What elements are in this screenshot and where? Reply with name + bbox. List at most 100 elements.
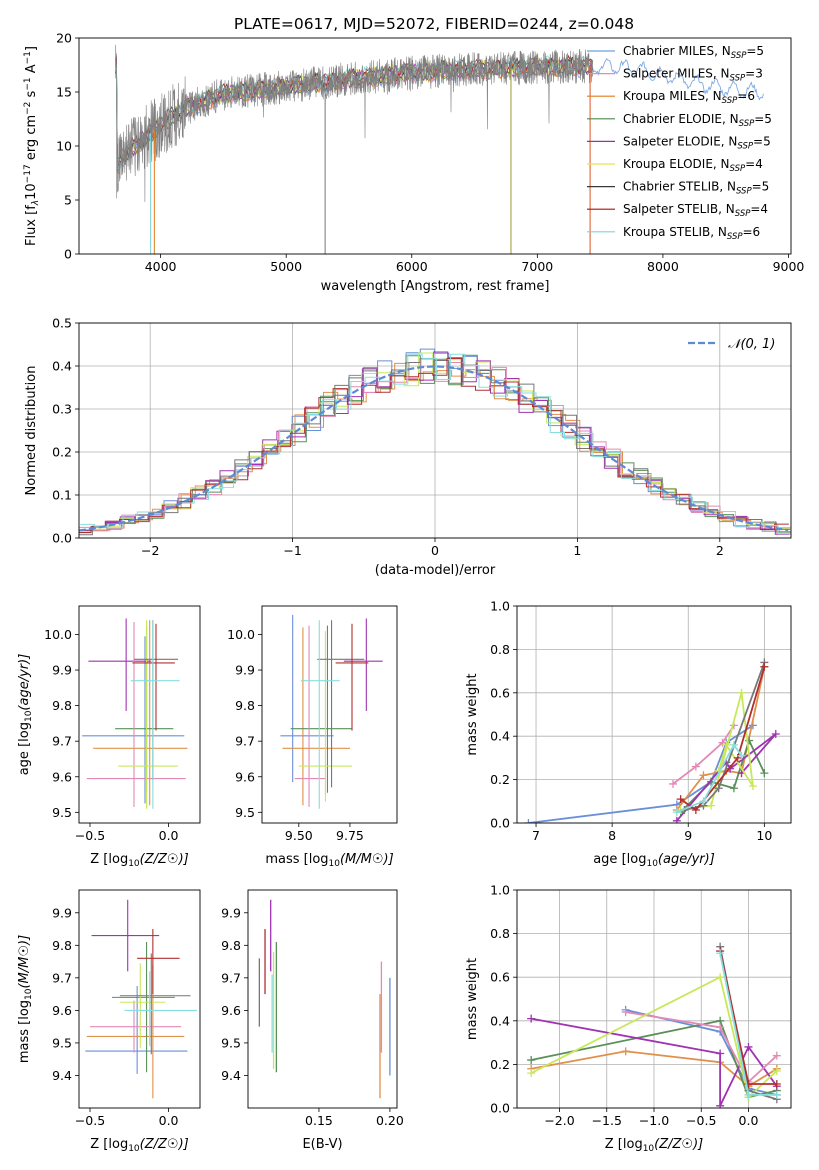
y-tick-label: 0.8	[490, 926, 510, 941]
series-marker	[772, 1090, 781, 1099]
series-marker	[737, 751, 746, 760]
y-axis-label: Flux [fλ10−17 erg cm−2 s−1 A−1]	[23, 46, 41, 246]
legend-label: Salpeter STELIB, NSSP=4	[623, 202, 768, 219]
y-tick-label: 0.0	[490, 1101, 510, 1116]
age_vs_Z-points	[82, 618, 188, 809]
series-marker	[760, 662, 769, 671]
y-tick-label: 0.2	[490, 772, 510, 787]
weight_vs_age-series	[524, 658, 780, 823]
spectrum-legend: Chabrier MILES, NSSP=5 Salpeter MILES, NS…	[587, 44, 772, 242]
y-tick-label: 0.6	[490, 970, 510, 985]
histogram-step-line	[80, 353, 791, 535]
x-tick-label: 7000	[521, 259, 553, 274]
mass_vs_Z-points	[85, 899, 197, 1099]
x-tick-label: 9	[684, 828, 692, 843]
y-tick-label: 20	[56, 31, 72, 46]
histogram-step-line	[79, 351, 790, 535]
y-tick-label: 9.9	[235, 663, 255, 678]
legend-label: Chabrier STELIB, NSSP=5	[623, 180, 769, 197]
series-marker	[527, 1069, 536, 1078]
y-tick-label: 9.4	[221, 1068, 241, 1083]
y-tick-label: 9.5	[52, 805, 72, 820]
x-tick-label: 9000	[773, 259, 805, 274]
x-tick-label: 5000	[270, 259, 302, 274]
series-marker	[716, 1023, 725, 1032]
axes-frame	[516, 889, 792, 1109]
y-tick-label: 5	[64, 193, 72, 208]
x-tick-label: 0.0	[739, 1113, 759, 1128]
x-tick-label: −1.5	[592, 1113, 622, 1128]
x-tick-label: 10	[756, 828, 772, 843]
x-tick-label: −1.0	[639, 1113, 669, 1128]
series-marker	[672, 816, 681, 823]
mass_vs_Z-axes: −0.5 0.0 9.4 9.5 9.6 9.7 9.8 9.9 Z [log10(Z/Z☉)]…	[17, 905, 189, 1154]
histogram-step-line	[79, 358, 789, 533]
x-tick-label: 9.75	[336, 828, 364, 843]
series-line	[680, 666, 766, 812]
series-line	[672, 724, 735, 785]
y-tick-label: 0.1	[52, 488, 72, 503]
y-tick-label: 9.7	[52, 734, 72, 749]
y-axis-label: Normed distribution	[24, 366, 39, 496]
y-tick-label: 10	[56, 139, 72, 154]
y-tick-label: 9.9	[52, 663, 72, 678]
y-tick-label: 9.5	[221, 1035, 241, 1050]
age_vs_mass-points	[280, 614, 383, 809]
series-marker	[691, 805, 700, 814]
series-marker	[737, 688, 746, 697]
series-marker	[527, 1014, 536, 1023]
y-tick-label: 9.8	[52, 698, 72, 713]
y-tick-label: 9.6	[221, 1003, 241, 1018]
series-marker	[772, 1080, 781, 1089]
y-tick-label: 1.0	[490, 599, 510, 614]
series-marker	[714, 784, 723, 793]
series-marker	[744, 1090, 753, 1099]
series-line	[680, 692, 754, 811]
series-marker	[771, 730, 780, 739]
axes-frame	[247, 889, 398, 1109]
series-marker	[772, 1051, 781, 1060]
series-marker	[729, 784, 738, 793]
x-axis-label: wavelength [Angstrom, rest frame]	[321, 279, 550, 294]
x-tick-label: −1	[283, 543, 301, 558]
y-axis-label: age [log10(age/yr)]	[17, 654, 34, 776]
y-tick-label: 9.9	[52, 905, 72, 920]
y-tick-label: 9.5	[52, 1035, 72, 1050]
series-marker	[691, 762, 700, 771]
histogram-step-line	[81, 362, 791, 532]
series-marker	[716, 949, 725, 958]
spectrum-axes: 4000 5000 6000 7000 8000 9000 0 5 10 15 20 waveleng…	[23, 31, 804, 295]
series-marker	[707, 801, 716, 810]
legend-label: Kroupa STELIB, NSSP=6	[623, 225, 760, 242]
x-axis-label: age [log10(age/yr)]	[593, 852, 715, 869]
x-tick-label: −0.5	[75, 1113, 105, 1128]
x-tick-label: −0.5	[75, 828, 105, 843]
series-line	[531, 1019, 778, 1099]
y-tick-label: 9.8	[52, 938, 72, 953]
y-tick-label: 9.8	[235, 698, 255, 713]
legend-label: Kroupa ELODIE, NSSP=4	[623, 157, 763, 174]
series-marker	[760, 769, 769, 778]
y-tick-label: 9.4	[52, 1068, 72, 1083]
y-axis-label: mass weight	[465, 673, 480, 755]
weight_vs_Z-axes: −2.0 −1.5 −1.0 −0.5 0.0 0.0 0.2 0.4 0.6 0.8 1.0 Z […	[465, 883, 791, 1154]
x-axis-label: E(B-V)	[302, 1137, 342, 1152]
axes-frame	[516, 605, 792, 824]
series-marker	[676, 795, 685, 804]
series-marker	[621, 1047, 630, 1056]
legend-label: Kroupa MILES, NSSP=6	[623, 89, 755, 106]
y-tick-label: 9.8	[221, 938, 241, 953]
spectrum-lines	[114, 44, 764, 254]
y-tick-label: 0.4	[490, 1013, 510, 1028]
x-tick-label: 0	[431, 543, 439, 558]
y-tick-label: 0.8	[490, 642, 510, 657]
legend-label: Salpeter ELODIE, NSSP=5	[623, 134, 771, 151]
x-tick-label: 7	[532, 828, 540, 843]
normal-curve-line	[79, 365, 789, 532]
legend-label: 𝒩(0, 1)	[728, 337, 775, 352]
x-tick-label: 0.0	[159, 1113, 179, 1128]
x-axis-label: Z [log10(Z/Z☉)]	[90, 1137, 188, 1154]
x-tick-label: 8	[608, 828, 616, 843]
ebv-segments	[258, 899, 391, 1099]
x-axis-label: Z [log10(Z/Z☉)]	[90, 852, 188, 869]
